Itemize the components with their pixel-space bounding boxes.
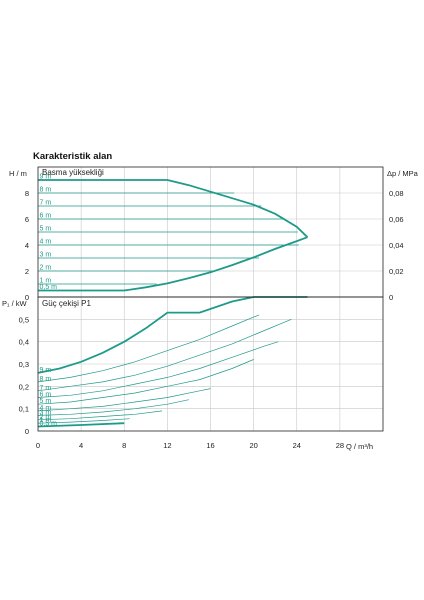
power-series-line-3 <box>37 341 279 398</box>
power-series-line-1 <box>37 314 260 383</box>
head-y2-tick-label-2: 0,04 <box>389 241 404 250</box>
power-series-line-4 <box>37 359 254 405</box>
power-series-label-9: 0,5 m <box>40 421 58 428</box>
x-tick-label-4: 16 <box>206 441 214 450</box>
head-y2-tick-label-4: 0,08 <box>389 189 404 198</box>
power-series-label-6: 3 m <box>40 409 52 416</box>
head-series-label-4: 5 m <box>40 226 52 233</box>
power-y-tick-label-0: 0 <box>25 427 29 436</box>
head-y2-tick-label-0: 0 <box>389 293 393 302</box>
x-axis-label: Q / m³/h <box>346 442 373 451</box>
power-series-label-3: 6 m <box>40 392 52 399</box>
power-series-line-5 <box>37 388 211 412</box>
power-series-label-5: 4 m <box>40 405 52 412</box>
head-series-label-7: 2 m <box>40 265 52 272</box>
head-max-curve <box>38 179 309 238</box>
x-tick-label-3: 12 <box>163 441 171 450</box>
power-panel-frame <box>37 296 384 432</box>
power-max-curve <box>37 296 308 374</box>
head-series-label-6: 3 m <box>40 252 52 259</box>
power-min-curve <box>37 422 125 428</box>
head-series-label-3: 6 m <box>40 213 52 220</box>
head-y-tick-label-1: 2 <box>25 267 29 276</box>
x-tick-label-2: 8 <box>122 441 126 450</box>
head-y-tick-label-0: 0 <box>25 293 29 302</box>
power-series-line-6 <box>37 399 189 416</box>
head-series-label-9: 0,5 m <box>40 284 58 291</box>
power-y-tick-label-5: 0,5 <box>19 315 29 324</box>
power-y-tick-label-3: 0,3 <box>19 360 29 369</box>
power-series-label-0: 9 m <box>40 367 52 374</box>
head-series-label-8: 1 m <box>40 278 52 285</box>
power-series-label-4: 5 m <box>40 398 52 405</box>
head-y2-tick-label-3: 0,06 <box>389 215 404 224</box>
head-y-tick-label-2: 4 <box>25 241 29 250</box>
head-y2-axis-label: Δp / MPa <box>387 169 419 178</box>
power-series-line-2 <box>37 318 292 392</box>
power-series-label-2: 7 m <box>40 385 52 392</box>
head-series-label-2: 7 m <box>40 200 52 207</box>
power-series-label-1: 8 m <box>40 376 52 383</box>
x-tick-label-0: 0 <box>36 441 40 450</box>
head-y-tick-label-3: 6 <box>25 215 29 224</box>
power-y-tick-label-1: 0,1 <box>19 405 29 414</box>
power-series-line-8 <box>37 418 130 424</box>
x-tick-label-6: 24 <box>293 441 301 450</box>
labels-layer: 0 4 8 12 16 20 24 280 02 0,024 0,046 0,068 0,0800,10… <box>19 174 404 451</box>
x-tick-label-7: 28 <box>336 441 344 450</box>
power-series-line-7 <box>37 410 163 421</box>
head-panel-label: Basma yüksekliği <box>42 168 104 177</box>
head-series-label-0: 9 m <box>40 174 52 181</box>
head-series-label-5: 4 m <box>40 239 52 246</box>
power-panel-label: Güç çekişi P1 <box>42 299 91 308</box>
head-series-label-1: 8 m <box>40 187 52 194</box>
head-y-tick-label-4: 8 <box>25 189 29 198</box>
chart-title: Karakteristik alan <box>33 151 112 162</box>
x-tick-label-1: 4 <box>79 441 83 450</box>
x-tick-label-5: 20 <box>249 441 257 450</box>
head-y-axis-label: H / m <box>9 169 27 178</box>
head-min-curve <box>38 236 308 292</box>
power-series-label-7: 2 m <box>40 414 52 421</box>
power-y-axis-label: P₁ / kW <box>2 299 28 308</box>
power-y-tick-label-2: 0,2 <box>19 382 29 391</box>
power-series-label-8: 1 m <box>40 417 52 424</box>
head-y2-tick-label-1: 0,02 <box>389 267 404 276</box>
power-y-tick-label-4: 0,4 <box>19 338 29 347</box>
